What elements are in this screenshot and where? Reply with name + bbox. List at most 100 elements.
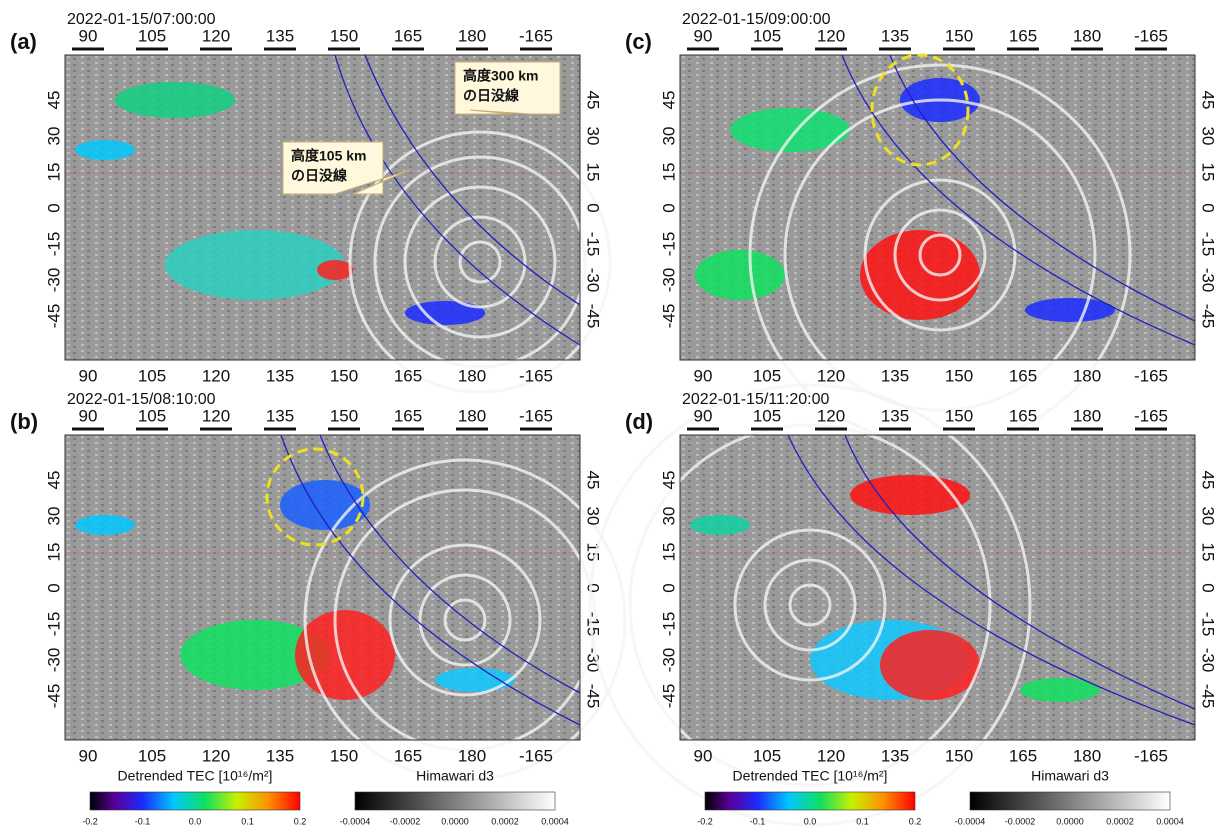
wave-ring <box>458 240 502 284</box>
wave-ring <box>893 208 987 302</box>
terminator-line <box>889 54 1196 322</box>
x-tick-bottom: 120 <box>202 366 230 385</box>
x-tick-top: -165 <box>1134 406 1168 425</box>
y-tick-left: 45 <box>659 91 678 110</box>
x-tick-top: -165 <box>519 406 553 425</box>
x-tick-top: 180 <box>1073 406 1101 425</box>
map-frame <box>64 54 581 361</box>
tec-patch <box>405 301 485 325</box>
tec-patch <box>75 140 135 160</box>
y-tick-right: -45 <box>1199 304 1218 329</box>
x-tick-bottom: 105 <box>753 366 781 385</box>
x-tick-top: 105 <box>138 26 166 45</box>
terminator-line <box>334 54 581 346</box>
x-tick-top: 165 <box>394 26 422 45</box>
y-tick-right: 0 <box>584 203 603 212</box>
y-tick-left: 30 <box>44 507 63 526</box>
tec-patch <box>165 230 345 300</box>
x-tick-top: 120 <box>202 26 230 45</box>
colorbar-tick: 0.0 <box>189 816 202 826</box>
x-tick-top: 165 <box>1009 26 1037 45</box>
panel-label: (c) <box>625 29 652 54</box>
y-tick-right: -30 <box>584 268 603 293</box>
y-tick-left: 0 <box>44 583 63 592</box>
x-tick-bottom: 120 <box>202 746 230 765</box>
tec-patch <box>115 82 235 118</box>
colorbar <box>89 791 301 811</box>
y-tick-right: 0 <box>584 583 603 592</box>
y-tick-left: -15 <box>659 232 678 257</box>
y-tick-right: -45 <box>584 684 603 709</box>
y-tick-right: 30 <box>584 127 603 146</box>
terminator-line <box>280 434 581 726</box>
colorbar-tick: -0.0004 <box>955 816 986 826</box>
wave-ring <box>628 423 992 787</box>
y-tick-right: 45 <box>584 471 603 490</box>
colorbar-title: Himawari d3 <box>1031 768 1109 784</box>
panel-label: (d) <box>625 409 653 434</box>
y-tick-left: 0 <box>659 203 678 212</box>
colorbar-title: Detrended TEC [10¹⁶/m²] <box>733 768 888 784</box>
wave-ring <box>918 233 962 277</box>
y-tick-left: 30 <box>659 507 678 526</box>
panel-label: (b) <box>10 409 38 434</box>
colorbar-tick: 0.0 <box>804 816 817 826</box>
callout-text: の日没線 <box>291 168 347 184</box>
tec-patch <box>880 630 980 700</box>
wave-ring <box>348 130 612 394</box>
y-tick-right: -45 <box>584 304 603 329</box>
y-tick-left: 30 <box>659 127 678 146</box>
x-tick-top: -165 <box>1134 26 1168 45</box>
x-tick-bottom: 135 <box>266 366 294 385</box>
x-tick-bottom: 180 <box>1073 746 1101 765</box>
y-tick-right: -30 <box>1199 648 1218 673</box>
y-tick-right: 30 <box>1199 507 1218 526</box>
tec-patch <box>75 515 135 535</box>
x-tick-top: 135 <box>881 26 909 45</box>
colorbar-title: Himawari d3 <box>416 768 494 784</box>
wave-ring <box>303 458 627 782</box>
x-tick-bottom: -165 <box>1134 746 1168 765</box>
colorbar-tick: 0.1 <box>856 816 869 826</box>
x-tick-bottom: 150 <box>330 366 358 385</box>
y-tick-right: -30 <box>1199 268 1218 293</box>
x-tick-top: 165 <box>1009 406 1037 425</box>
x-tick-bottom: 135 <box>881 366 909 385</box>
colorbar-tick: 0.2 <box>294 816 307 826</box>
y-tick-left: 15 <box>659 163 678 182</box>
x-tick-top: 165 <box>394 406 422 425</box>
wave-ring <box>733 528 887 682</box>
x-tick-bottom: 120 <box>817 366 845 385</box>
y-tick-right: 0 <box>1199 583 1218 592</box>
tec-patch <box>695 250 785 300</box>
x-tick-top: 120 <box>817 26 845 45</box>
y-tick-left: 45 <box>44 471 63 490</box>
x-tick-top: 150 <box>330 26 358 45</box>
map-frame <box>679 434 1196 741</box>
y-tick-left: 15 <box>44 163 63 182</box>
tec-patch <box>850 475 970 515</box>
wave-ring <box>588 383 1032 827</box>
y-tick-right: 15 <box>584 163 603 182</box>
x-tick-bottom: 90 <box>79 746 98 765</box>
colorbar-tick: 0.0000 <box>441 816 469 826</box>
x-tick-bottom: -165 <box>519 746 553 765</box>
wave-ring <box>433 215 527 309</box>
x-tick-bottom: 135 <box>881 746 909 765</box>
colorbar-tick: 0.0000 <box>1056 816 1084 826</box>
y-tick-left: -15 <box>44 232 63 257</box>
x-tick-bottom: 165 <box>394 746 422 765</box>
panel-label: (a) <box>10 29 37 54</box>
y-tick-left: -30 <box>44 648 63 673</box>
tec-patch <box>1020 678 1100 702</box>
terminator-line <box>844 434 1196 710</box>
y-tick-left: -45 <box>44 684 63 709</box>
x-tick-bottom: 90 <box>79 366 98 385</box>
wave-ring <box>763 558 857 652</box>
y-tick-left: -15 <box>659 612 678 637</box>
terminator-line <box>319 434 581 694</box>
x-tick-top: 180 <box>1073 26 1101 45</box>
timestamp: 2022-01-15/11:20:00 <box>682 391 829 408</box>
callout-text: 高度300 km <box>463 68 538 84</box>
x-tick-bottom: 135 <box>266 746 294 765</box>
